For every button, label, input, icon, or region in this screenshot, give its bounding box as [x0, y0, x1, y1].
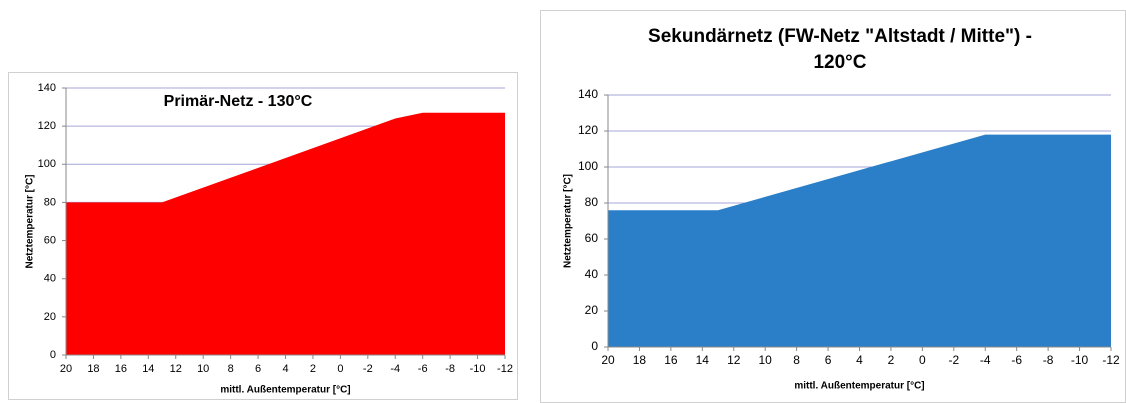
x-tick-label: -8: [445, 363, 455, 375]
y-tick-label: 120: [578, 123, 598, 137]
x-tick-label: 0: [919, 353, 926, 367]
x-tick-label: -6: [418, 363, 428, 375]
x-tick-label: -12: [1102, 353, 1120, 367]
chart-title: Primär-Netz - 130°C: [164, 93, 313, 110]
x-tick-label: 2: [310, 363, 316, 375]
x-tick-label: 4: [282, 363, 288, 375]
y-tick-label: 80: [585, 195, 599, 209]
x-tick-label: 6: [825, 353, 832, 367]
y-tick-label: 80: [44, 196, 56, 208]
y-tick-label: 0: [50, 349, 56, 361]
x-tick-label: 14: [142, 363, 154, 375]
x-tick-label: -12: [497, 363, 513, 375]
x-tick-label: -10: [470, 363, 486, 375]
x-axis-label: mittl. Außentemperatur [°C]: [220, 385, 350, 396]
y-tick-label: 100: [578, 159, 598, 173]
y-tick-label: 40: [44, 273, 56, 285]
x-tick-label: 2: [888, 353, 895, 367]
x-tick-label: 10: [197, 363, 209, 375]
y-tick-label: 60: [44, 234, 56, 246]
x-tick-label: 0: [337, 363, 343, 375]
y-tick-label: 0: [591, 339, 598, 353]
x-tick-label: 20: [60, 363, 72, 375]
x-tick-label: 10: [759, 353, 773, 367]
x-tick-label: 8: [793, 353, 800, 367]
x-tick-label: 12: [170, 363, 182, 375]
x-tick-label: 20: [601, 353, 615, 367]
x-tick-label: 18: [87, 363, 99, 375]
y-tick-label: 140: [578, 87, 598, 101]
area: [66, 112, 505, 356]
x-tick-label: -4: [390, 363, 400, 375]
x-tick-label: 18: [633, 353, 647, 367]
x-tick-label: 4: [856, 353, 863, 367]
area: [608, 134, 1111, 347]
x-tick-label: -6: [1011, 353, 1022, 367]
x-tick-label: -2: [948, 353, 959, 367]
x-tick-label: 14: [696, 353, 710, 367]
x-tick-label: -10: [1071, 353, 1089, 367]
chart-frame: [8, 72, 518, 400]
y-tick-label: 140: [38, 82, 56, 94]
x-axis-label: mittl. Außentemperatur [°C]: [794, 381, 924, 392]
y-tick-label: 100: [38, 158, 56, 170]
y-tick-label: 20: [585, 303, 599, 317]
y-tick-label: 120: [38, 120, 56, 132]
x-tick-label: -4: [980, 353, 991, 367]
y-axis-label: Netztemperatur [°C]: [563, 174, 574, 268]
x-tick-label: 16: [115, 363, 127, 375]
chart-title: Sekundärnetz (FW-Netz "Altstadt / Mitte"…: [648, 26, 1032, 47]
y-tick-label: 40: [585, 267, 599, 281]
x-tick-label: -8: [1043, 353, 1054, 367]
y-axis-label: Netztemperatur [°C]: [25, 174, 36, 268]
x-tick-label: -2: [363, 363, 373, 375]
x-tick-label: 12: [727, 353, 741, 367]
y-tick-label: 60: [585, 231, 599, 245]
chart-title: 120°C: [813, 52, 866, 73]
x-tick-label: 8: [228, 363, 234, 375]
x-tick-label: 6: [255, 363, 261, 375]
y-tick-label: 20: [44, 311, 56, 323]
x-tick-label: 16: [664, 353, 678, 367]
